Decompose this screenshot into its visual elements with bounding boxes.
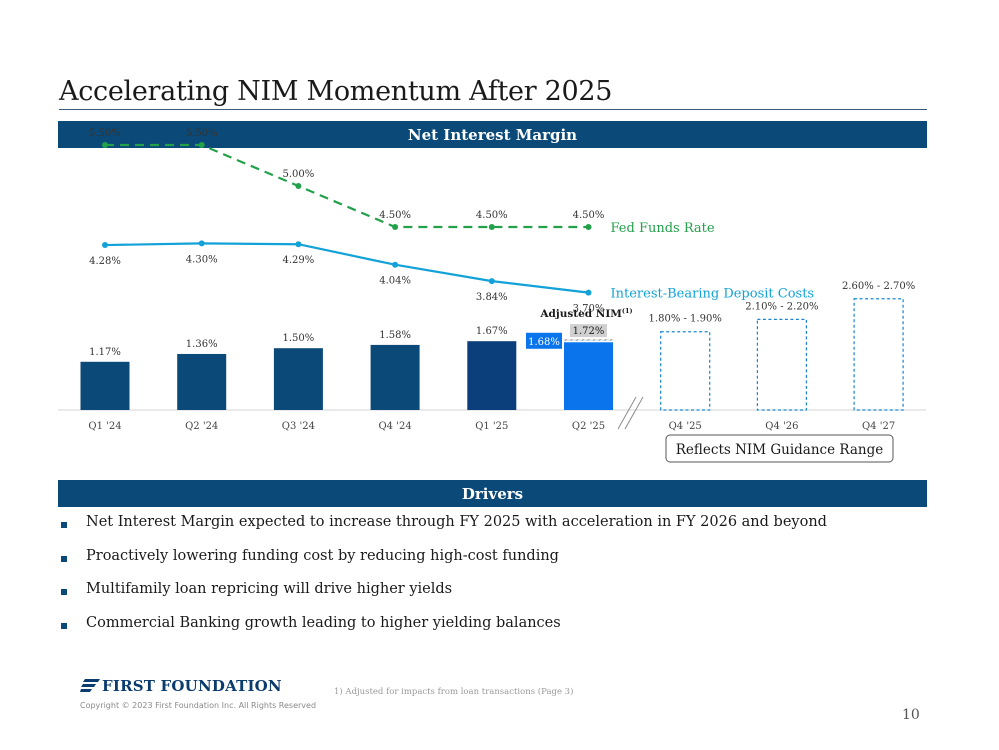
axis-break-mark [617, 396, 644, 430]
logo-text: FIRST FOUNDATION [102, 677, 282, 695]
series-line-0 [105, 143, 589, 229]
series-point-0 [198, 142, 205, 148]
copyright-text: Copyright © 2023 First Foundation Inc. A… [80, 701, 317, 710]
guidance-range-bar-0 [660, 331, 711, 411]
series-point-1 [102, 242, 108, 249]
adjusted-nim-divider [564, 340, 613, 343]
series-point-1 [585, 289, 592, 296]
reported-nim-label-box [526, 332, 562, 349]
section-header-drivers: Drivers [58, 480, 927, 507]
series-point-0 [585, 224, 592, 230]
bar-3 [370, 344, 420, 410]
adjusted-nim-superscript: (1) [622, 307, 633, 315]
bar-2 [273, 348, 323, 410]
series-point-label: 4.29% [283, 255, 315, 266]
adjusted-nim-value: 1.72% [573, 326, 605, 337]
section-header-label: Drivers [461, 484, 524, 503]
x-tick-label: Q1 '25 [475, 421, 508, 432]
series-point-0 [488, 224, 495, 230]
series-point-0 [102, 142, 108, 148]
x-tick-label: Q4 '27 [862, 421, 895, 432]
bar-value-label: 1.58% [379, 330, 411, 341]
x-tick-label: Q4 '26 [765, 421, 798, 432]
series-point-label: 4.04% [379, 276, 411, 287]
series-point-label: 4.50% [379, 210, 411, 221]
title-divider [59, 109, 927, 110]
bar-value-label: 1.36% [186, 339, 218, 350]
bar-value-label: 1.67% [476, 326, 508, 337]
bar-value-label: 1.50% [283, 333, 315, 344]
adjusted-nim-increment [564, 339, 613, 341]
guidance-range-bar-1 [756, 318, 808, 411]
series-point-1 [488, 278, 495, 285]
series-point-0 [392, 224, 399, 230]
x-tick-label: Q3 '24 [282, 421, 315, 432]
series-point-label: 3.70% [573, 304, 605, 315]
bar-5 [564, 340, 613, 410]
logo-flag-icon [80, 679, 100, 692]
bullet-square-icon [61, 589, 67, 595]
bar-value-label: 1.17% [89, 347, 121, 358]
series-point-1 [198, 240, 205, 247]
series-point-label: 4.50% [476, 210, 508, 221]
guidance-note-text: Reflects NIM Guidance Range [676, 442, 883, 458]
bullet-square-icon [61, 556, 67, 562]
series-name-label: Fed Funds Rate [611, 221, 715, 236]
nim-chart: Q1 '24 Q2 '24 Q3 '24 Q4 '24 Q1 '25 Q2 '25 1.17… [58, 128, 926, 463]
series-point-label: 5.50% [89, 128, 121, 139]
bar-0 [80, 361, 130, 410]
footnote-text: 1) Adjusted for impacts from loan transa… [334, 687, 574, 697]
bar-4 [467, 341, 517, 410]
series-name-label: Interest-Bearing Deposit Costs [611, 287, 815, 302]
x-tick-label: Q4 '25 [669, 421, 702, 432]
series-point-1 [392, 261, 399, 268]
series-point-label: 5.50% [186, 128, 218, 139]
guidance-range-bar-2 [853, 298, 904, 411]
section-header-label: Net Interest Margin [407, 125, 578, 144]
bullet-square-icon [61, 522, 67, 528]
adjusted-nim-value-box [570, 324, 607, 338]
adjusted-nim-title-text: Adjusted NIM [539, 308, 622, 320]
x-tick-label: Q1 '24 [88, 421, 121, 432]
page-number: 10 [902, 707, 920, 723]
bar-value-label: 1.68% [528, 337, 560, 348]
series-point-label: 4.30% [186, 254, 218, 265]
adjusted-nim-title: Adjusted NIM(1) [539, 307, 632, 320]
guidance-range-label: 1.80% - 1.90% [649, 314, 722, 325]
guidance-range-label: 2.10% - 2.20% [745, 301, 818, 312]
x-tick-label: Q4 '24 [378, 421, 411, 432]
series-point-label: 4.28% [89, 256, 121, 267]
series-point-0 [295, 183, 302, 189]
x-tick-label: Q2 '24 [185, 421, 218, 432]
series-point-label: 3.84% [476, 292, 508, 303]
series-line-1 [104, 242, 589, 294]
bar-1 [177, 353, 227, 410]
series-point-label: 5.00% [283, 169, 315, 180]
guidance-range-label: 2.60% - 2.70% [842, 281, 915, 292]
x-tick-label: Q2 '25 [572, 421, 605, 432]
page-title: Accelerating NIM Momentum After 2025 [59, 76, 613, 107]
bullet-square-icon [61, 623, 67, 629]
series-point-label: 4.50% [573, 210, 605, 221]
guidance-note-box: Reflects NIM Guidance Range [665, 434, 894, 463]
series-point-1 [295, 241, 302, 248]
